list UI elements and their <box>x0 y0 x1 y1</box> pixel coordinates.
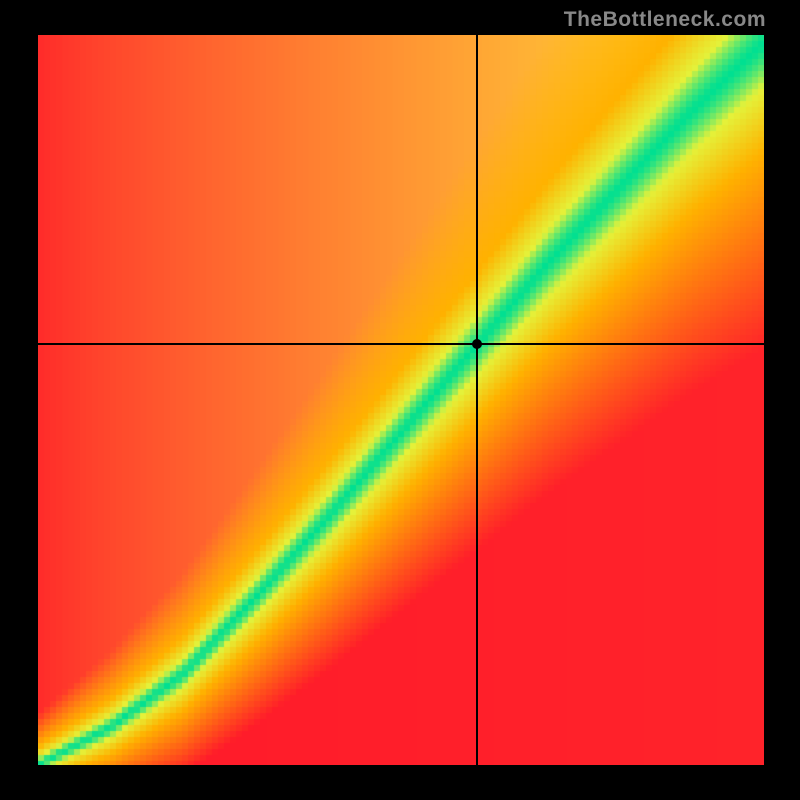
crosshair-horizontal <box>38 343 764 345</box>
heatmap-plot <box>38 35 764 765</box>
watermark-text: TheBottleneck.com <box>564 8 766 32</box>
crosshair-marker <box>472 339 482 349</box>
heatmap-canvas <box>38 35 764 765</box>
crosshair-vertical <box>476 35 478 765</box>
